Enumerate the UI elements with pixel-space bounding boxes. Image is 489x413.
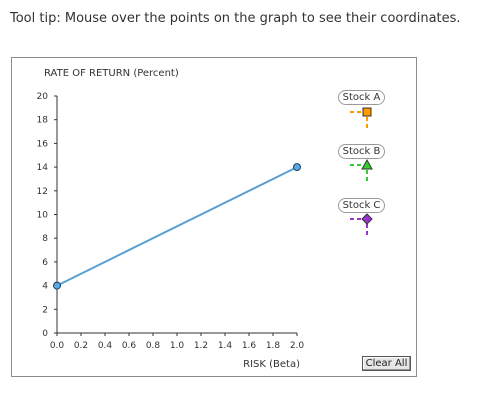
- y-tick-label: 8: [42, 234, 48, 244]
- y-tick-label: 20: [37, 92, 49, 102]
- data-point[interactable]: [293, 163, 301, 172]
- data-point[interactable]: [53, 281, 61, 290]
- y-tick-label: 4: [42, 282, 48, 292]
- series-group: [53, 163, 301, 290]
- x-tick-label: 0.6: [122, 341, 137, 351]
- y-tick-label: 16: [37, 139, 49, 149]
- y-tick-label: 6: [42, 258, 48, 268]
- x-tick-label: 0.8: [146, 341, 161, 351]
- x-tick-label: 1.4: [218, 341, 233, 351]
- stock-b-triangle-marker-icon[interactable]: [361, 158, 373, 170]
- stock-c-label[interactable]: Stock C: [338, 198, 385, 213]
- x-tick-label: 2.0: [290, 341, 305, 351]
- clear-all-button[interactable]: Clear All: [362, 356, 411, 371]
- stock-c-diamond-marker-icon[interactable]: [361, 213, 373, 225]
- x-tick-label: 1.2: [194, 341, 208, 351]
- x-tick-label: 1.6: [242, 341, 257, 351]
- series-line: [56, 166, 298, 287]
- x-axis-title: RISK (Beta): [243, 359, 300, 370]
- x-tick-label: 1.0: [170, 341, 185, 351]
- x-ticks: 0.0 0.2 0.4 0.6 0.8 1.0 1.2 1.4 1.6 1.8 2.0: [50, 333, 305, 351]
- x-tick-label: 0.2: [74, 341, 88, 351]
- palette-markers: [350, 107, 373, 236]
- y-tick-label: 18: [37, 116, 49, 126]
- y-tick-label: 12: [37, 187, 48, 197]
- y-axis-title: RATE OF RETURN (Percent): [44, 68, 179, 79]
- y-tick-label: 2: [42, 305, 48, 315]
- x-tick-label: 1.8: [266, 341, 281, 351]
- graph-panel: [11, 57, 417, 377]
- y-tick-label: 10: [37, 211, 49, 221]
- stock-b-label[interactable]: Stock B: [338, 144, 385, 159]
- stock-a-square-marker-icon[interactable]: [362, 107, 372, 117]
- y-tick-label: 0: [42, 329, 48, 339]
- stock-a-label[interactable]: Stock A: [338, 90, 385, 105]
- x-tick-label: 0.0: [50, 341, 65, 351]
- tooltip-instructions: Tool tip: Mouse over the points on the g…: [10, 11, 461, 26]
- y-tick-label: 14: [37, 163, 49, 173]
- y-ticks: 0 2 4 6 8 10 12 14 16 18 20: [37, 92, 57, 339]
- x-tick-label: 0.4: [98, 341, 113, 351]
